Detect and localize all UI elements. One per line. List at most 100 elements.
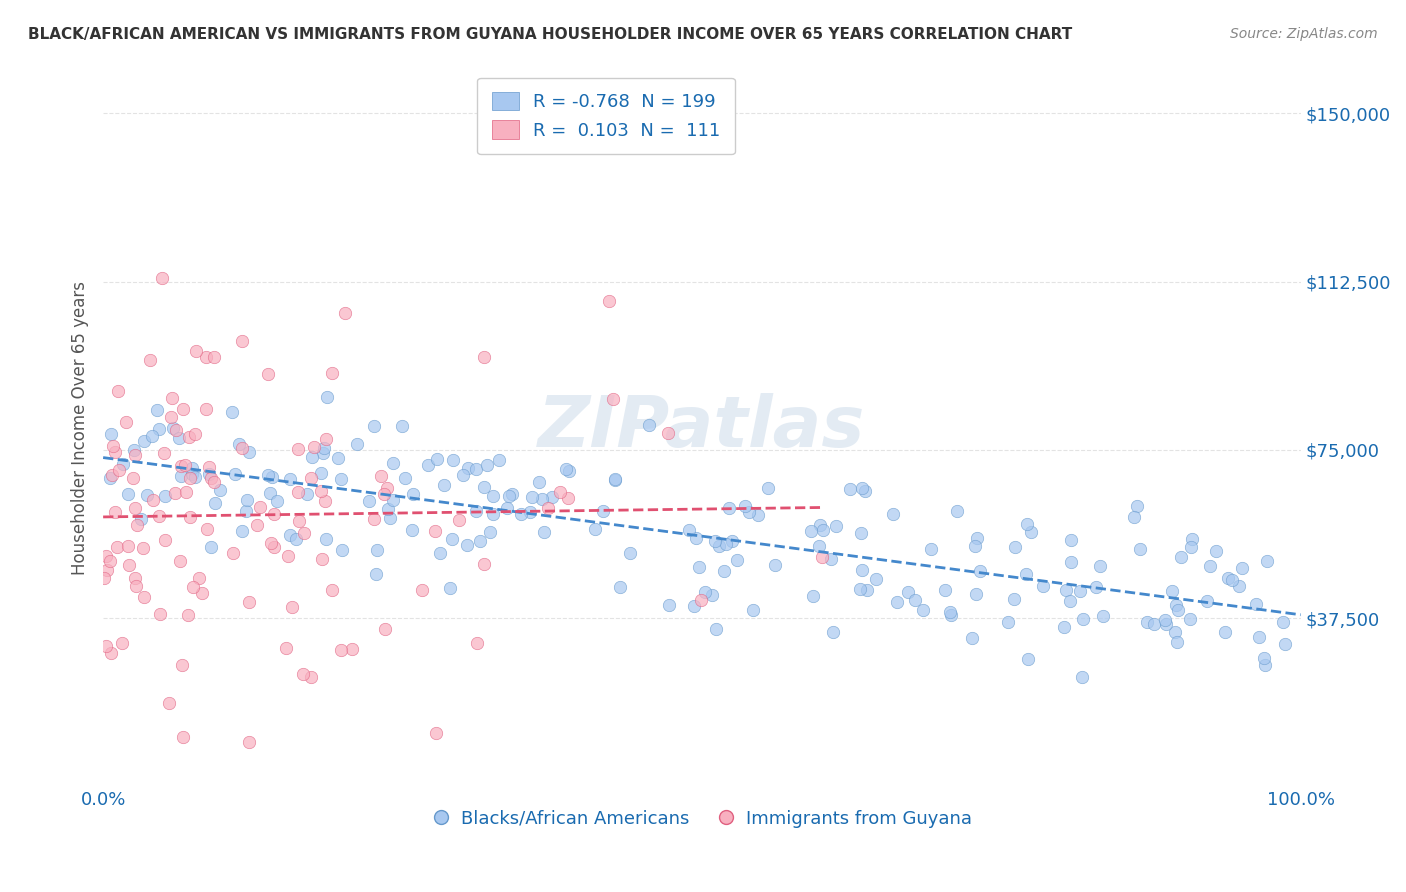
Point bbox=[309, 467, 332, 481]
Point bbox=[685, 531, 707, 545]
Point bbox=[429, 546, 451, 560]
Point bbox=[897, 584, 920, 599]
Point bbox=[202, 475, 225, 490]
Point bbox=[278, 528, 301, 542]
Point bbox=[100, 427, 122, 442]
Point bbox=[256, 467, 278, 482]
Point bbox=[374, 623, 396, 637]
Point bbox=[235, 504, 257, 518]
Point bbox=[195, 402, 218, 417]
Point bbox=[683, 599, 706, 614]
Point bbox=[853, 483, 876, 498]
Point bbox=[464, 504, 486, 518]
Point bbox=[124, 571, 146, 585]
Point bbox=[734, 499, 756, 513]
Point bbox=[291, 666, 314, 681]
Point bbox=[530, 491, 553, 506]
Point bbox=[609, 580, 631, 594]
Point bbox=[276, 641, 298, 656]
Point bbox=[370, 469, 392, 483]
Point bbox=[425, 726, 447, 740]
Point bbox=[638, 418, 661, 433]
Text: ZIPatlas: ZIPatlas bbox=[538, 393, 866, 462]
Point bbox=[540, 490, 562, 504]
Point bbox=[377, 482, 399, 496]
Point bbox=[165, 485, 187, 500]
Point bbox=[314, 494, 336, 508]
Point bbox=[820, 551, 842, 566]
Point bbox=[107, 384, 129, 399]
Point bbox=[1249, 630, 1271, 644]
Point bbox=[602, 392, 624, 406]
Point bbox=[1218, 571, 1240, 585]
Point bbox=[314, 441, 336, 455]
Point bbox=[179, 471, 201, 485]
Point bbox=[132, 590, 155, 604]
Point bbox=[231, 524, 253, 538]
Point bbox=[938, 606, 960, 620]
Point bbox=[1015, 567, 1038, 582]
Point bbox=[266, 493, 288, 508]
Point bbox=[1002, 591, 1025, 606]
Point bbox=[714, 537, 737, 551]
Point bbox=[703, 534, 725, 549]
Point bbox=[107, 463, 129, 477]
Point bbox=[1253, 651, 1275, 665]
Point bbox=[209, 483, 232, 498]
Point bbox=[235, 492, 257, 507]
Point bbox=[472, 557, 495, 571]
Point bbox=[678, 523, 700, 537]
Point bbox=[100, 646, 122, 660]
Point bbox=[167, 431, 190, 445]
Point bbox=[474, 350, 496, 364]
Point bbox=[1125, 499, 1147, 513]
Point bbox=[179, 430, 201, 444]
Point bbox=[204, 350, 226, 364]
Point bbox=[98, 471, 121, 485]
Point bbox=[309, 483, 332, 498]
Point bbox=[148, 508, 170, 523]
Point bbox=[1017, 652, 1039, 666]
Point bbox=[301, 450, 323, 464]
Point bbox=[96, 563, 118, 577]
Point bbox=[481, 507, 503, 521]
Point bbox=[170, 459, 193, 474]
Point bbox=[118, 558, 141, 573]
Point bbox=[181, 580, 204, 594]
Point bbox=[287, 484, 309, 499]
Point bbox=[221, 405, 243, 419]
Point bbox=[1230, 560, 1253, 574]
Point bbox=[184, 470, 207, 484]
Point bbox=[141, 429, 163, 443]
Point bbox=[93, 571, 115, 585]
Point bbox=[801, 590, 824, 604]
Point bbox=[321, 582, 343, 597]
Point bbox=[315, 533, 337, 547]
Point bbox=[1060, 533, 1083, 547]
Point bbox=[194, 351, 217, 365]
Point bbox=[228, 437, 250, 451]
Point bbox=[170, 469, 193, 483]
Point bbox=[1069, 584, 1091, 599]
Point bbox=[903, 592, 925, 607]
Point bbox=[440, 533, 463, 547]
Point bbox=[742, 603, 765, 617]
Point bbox=[124, 579, 146, 593]
Point bbox=[824, 518, 846, 533]
Point bbox=[157, 697, 180, 711]
Point bbox=[104, 505, 127, 519]
Point bbox=[134, 434, 156, 448]
Point bbox=[153, 533, 176, 547]
Point bbox=[94, 639, 117, 653]
Point bbox=[340, 641, 363, 656]
Point bbox=[94, 549, 117, 563]
Point bbox=[969, 565, 991, 579]
Point bbox=[198, 460, 221, 475]
Point bbox=[1060, 555, 1083, 569]
Point bbox=[330, 542, 353, 557]
Point bbox=[693, 585, 716, 599]
Point bbox=[292, 525, 315, 540]
Point bbox=[1272, 615, 1295, 629]
Point bbox=[603, 472, 626, 486]
Point bbox=[104, 444, 127, 458]
